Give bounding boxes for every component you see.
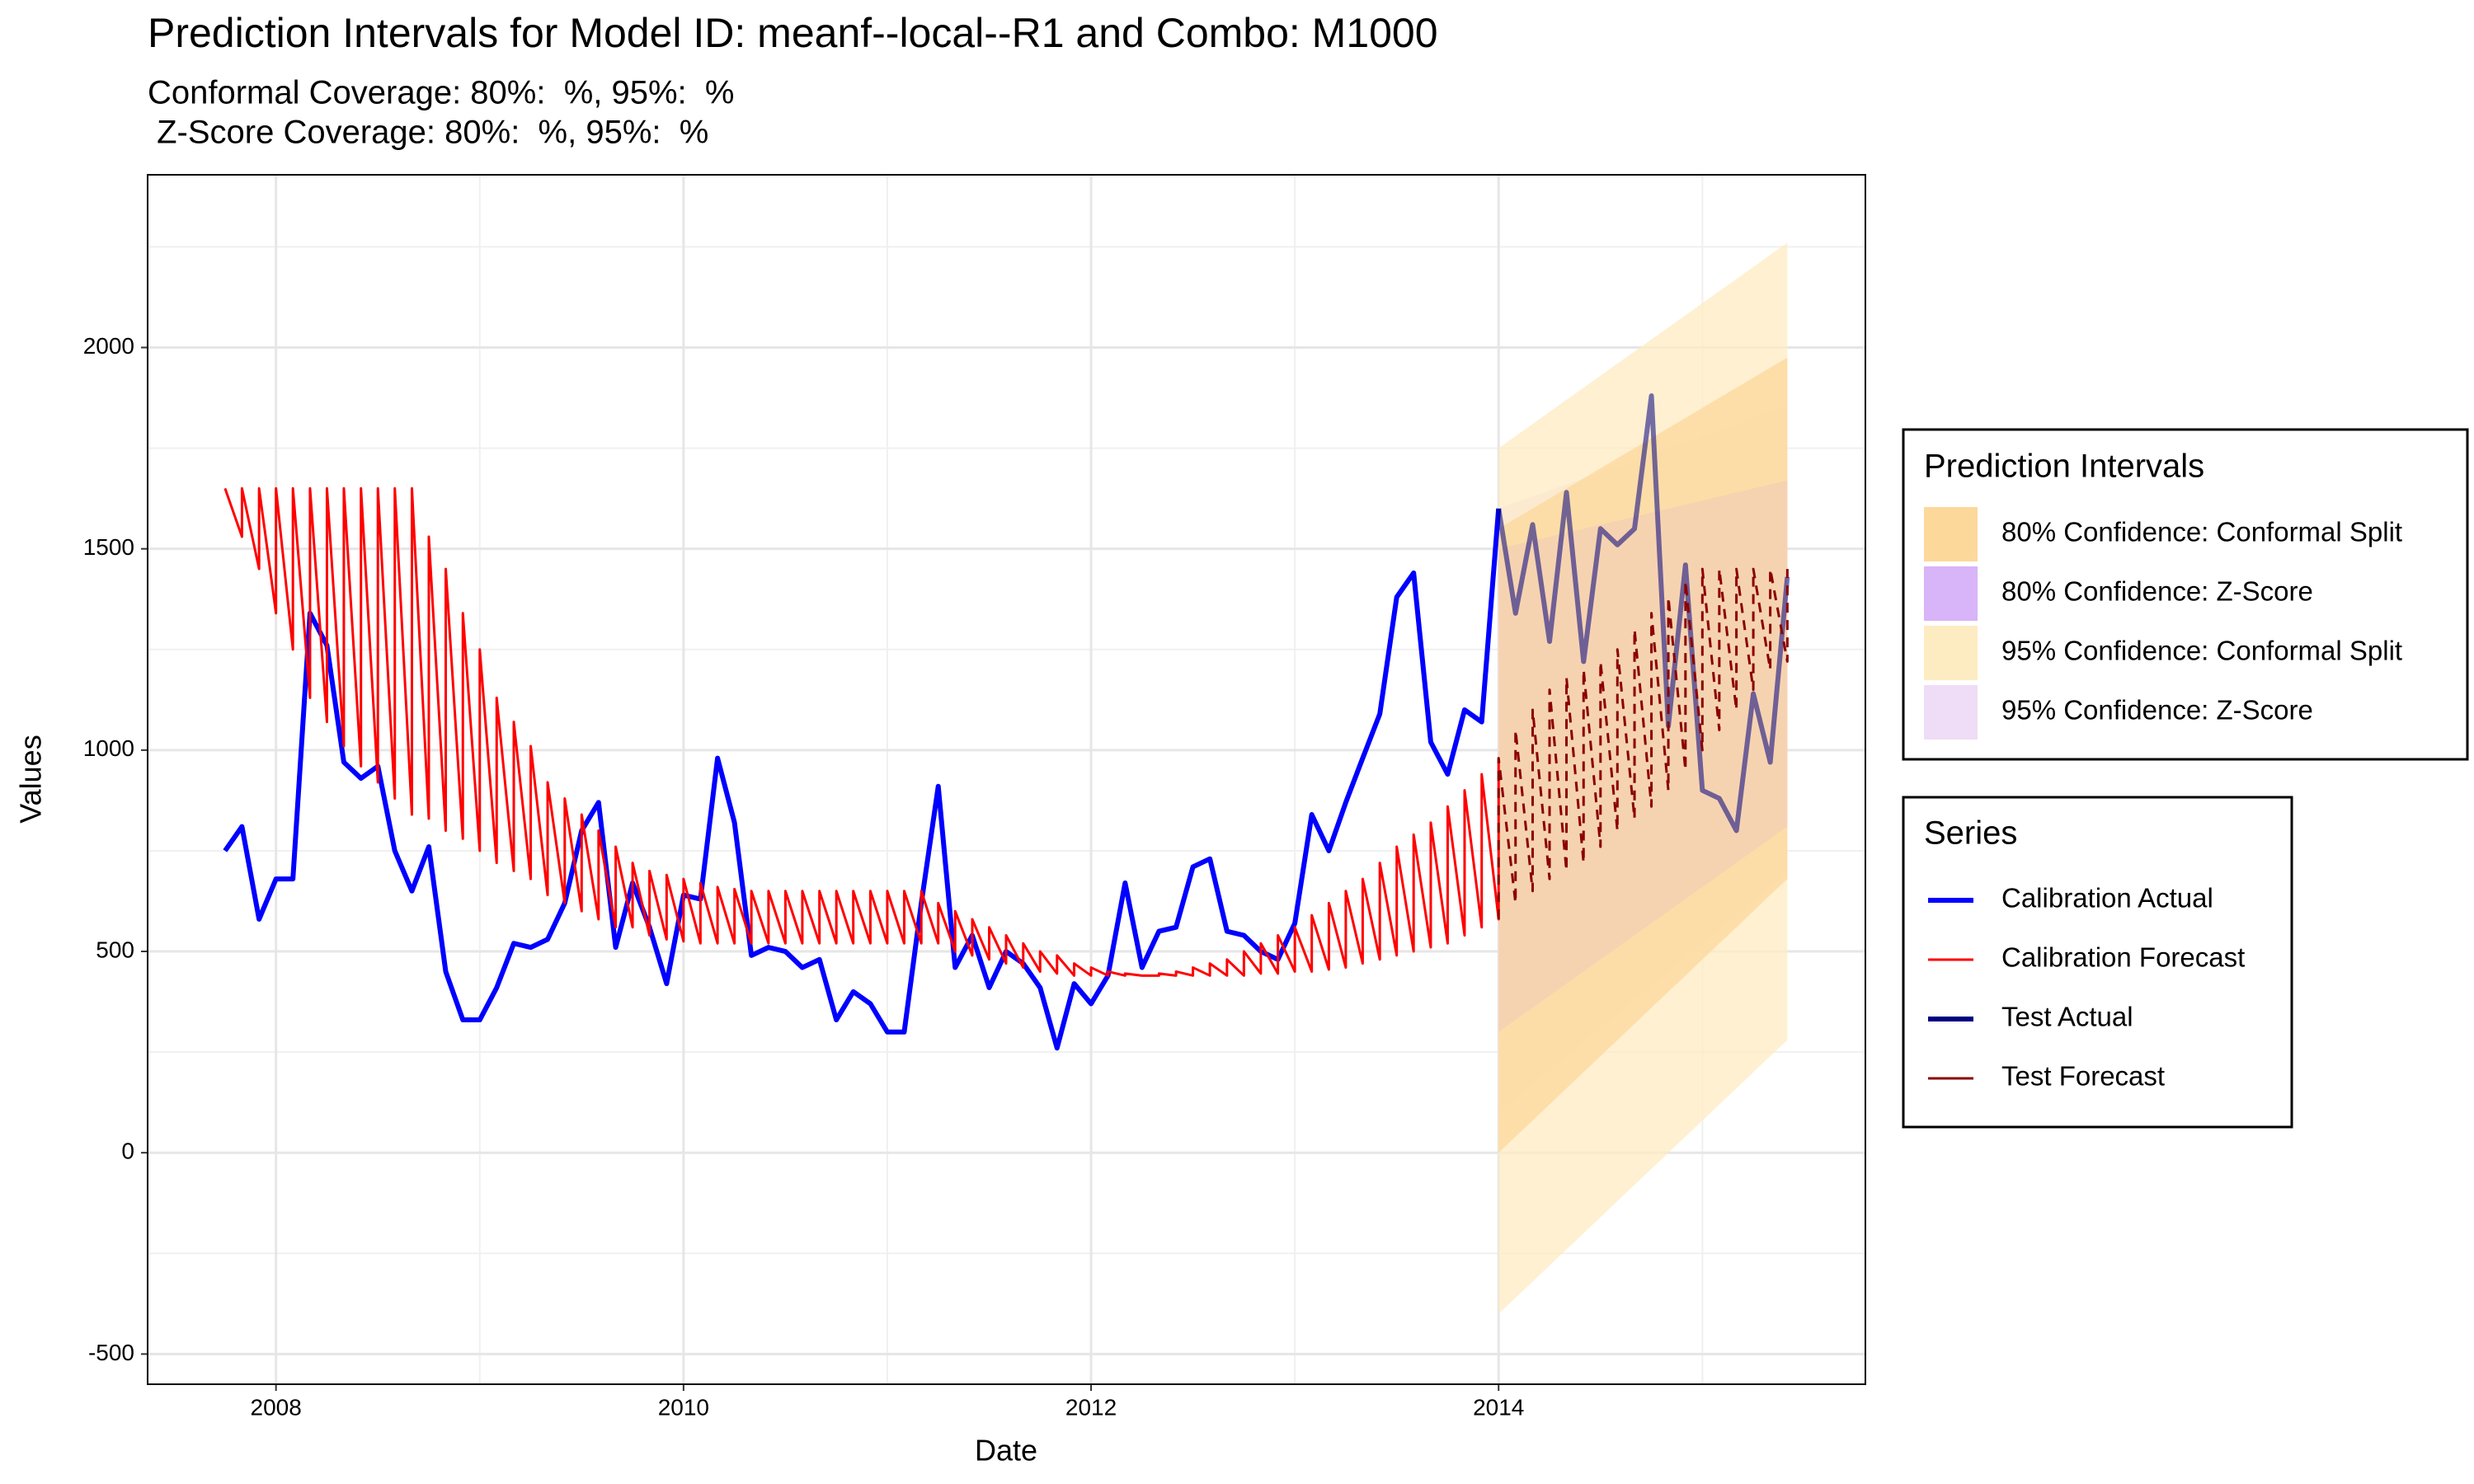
legend-label: Test Forecast <box>2001 1061 2165 1092</box>
x-tick-label: 2012 <box>1065 1394 1117 1420</box>
y-axis-label: Values <box>14 735 48 823</box>
subtitle: Conformal Coverage: 80%: %, 95%: % <box>148 75 734 111</box>
legend-label: Calibration Actual <box>2001 883 2213 913</box>
legend-key <box>1924 566 1978 621</box>
legend-label: 95% Confidence: Conformal Split <box>2001 636 2402 666</box>
series-line <box>223 508 1502 1051</box>
series-legend: Series Calibration Actual Calibration For… <box>1902 796 2293 1129</box>
interval-legend: Prediction Intervals 80% Confidence: Con… <box>1902 428 2469 761</box>
x-axis-label: Date <box>975 1434 1037 1468</box>
legend-title: Prediction Intervals <box>1924 448 2204 485</box>
panel-border <box>147 174 1866 1385</box>
y-tick-label: 1000 <box>83 735 134 761</box>
y-tick-label: 500 <box>96 937 134 962</box>
legend-key <box>1924 685 1978 740</box>
legend-label: Test Actual <box>2001 1002 2133 1032</box>
y-tick-label: 1500 <box>83 534 134 560</box>
series-line <box>1496 393 1790 834</box>
series-line <box>1497 567 1789 919</box>
x-tick-label: 2008 <box>251 1394 302 1420</box>
y-tick-label: -500 <box>88 1340 134 1365</box>
legend-label: Calibration Forecast <box>2001 942 2245 973</box>
legend-key <box>1924 507 1978 561</box>
y-tick-label: 0 <box>121 1139 134 1164</box>
legend-label: 95% Confidence: Z-Score <box>2001 695 2313 726</box>
legend-key <box>1924 626 1978 680</box>
legend-label: 80% Confidence: Conformal Split <box>2001 517 2402 547</box>
legend-box <box>1902 796 2293 1129</box>
y-tick-label: 2000 <box>83 333 134 359</box>
legend-title: Series <box>1924 815 2017 852</box>
subtitle: Z-Score Coverage: 80%: %, 95%: % <box>148 115 708 151</box>
legend-box <box>1902 428 2469 761</box>
x-tick-label: 2010 <box>658 1394 709 1420</box>
legend-label: 80% Confidence: Z-Score <box>2001 576 2313 607</box>
x-tick-label: 2014 <box>1473 1394 1524 1420</box>
series-line <box>223 486 1500 977</box>
plot-area: -500 0 500 1000 1500 2000 2008 2010 2012 2014 <box>83 174 1866 1420</box>
chart-title: Prediction Intervals for Model ID: meanf… <box>148 10 1438 56</box>
plot-content <box>223 242 1790 1314</box>
